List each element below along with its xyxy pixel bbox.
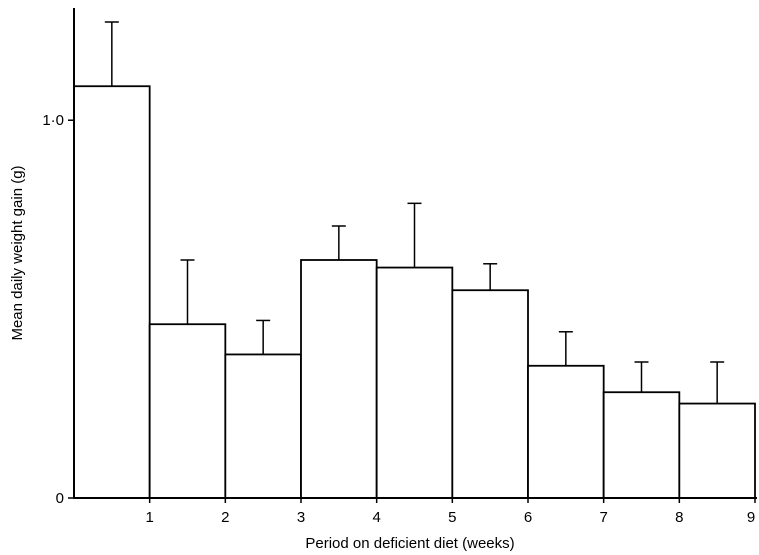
x-tick-label-3: 3 [297,509,305,526]
bar-3 [224,353,302,499]
bars-layer [73,85,756,499]
x-tick-label-8: 8 [675,509,683,526]
bar-2 [148,323,227,499]
x-tick-label-5: 5 [448,509,456,526]
x-tick-label-4: 4 [372,509,380,526]
bar-5 [375,266,454,499]
x-tick-label-9: 9 [747,509,755,526]
x-tick-label-6: 6 [524,509,532,526]
bar-9 [678,402,756,499]
bar-4 [300,259,378,499]
x-tick-label-2: 2 [221,509,229,526]
x-axis-title: Period on deficient diet (weeks) [305,535,514,552]
bar-8 [602,391,681,499]
x-tick-label-1: 1 [145,509,153,526]
error-bars-layer [104,21,725,404]
bar-6 [451,289,529,499]
bar-7 [527,364,605,499]
bar-1 [73,85,151,499]
y-tick-label-0: 0 [56,490,64,507]
x-tick-label-7: 7 [599,509,607,526]
y-tick-label-1: 1·0 [42,112,64,129]
ticks-layer: 1 2 3 4 5 6 7 8 9 0 1·0 [42,112,756,526]
y-axis-title: Mean daily weight gain (g) [9,165,26,340]
